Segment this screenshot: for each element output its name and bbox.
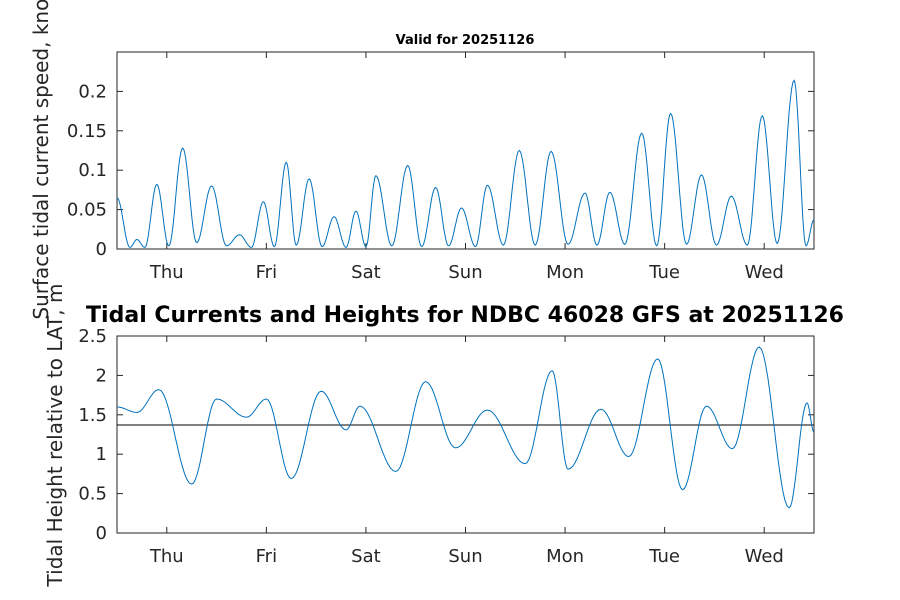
current-speed-y-tick-label: 0.15 [67,121,107,142]
current-speed-y-tick-label: 0 [96,239,107,260]
tidal-height-y-tick-label: 1 [96,444,107,465]
tidal-height-y-tick-label: 2.5 [78,326,107,347]
current-speed-y-tick-label: 0.05 [67,200,107,221]
tidal-height-x-tick-label: Sun [448,546,482,567]
current-speed-y-ticks: 0 0.05 0.1 0.15 0.2 [67,81,814,260]
tidal-height-x-tick-label: Tue [648,546,680,567]
current-speed-x-tick-label: Sun [448,262,482,283]
current-speed-x-tick-label: Fri [256,262,277,283]
current-speed-x-tick-label: Mon [546,262,584,283]
tidal-height-title: Tidal Currents and Heights for NDBC 4602… [86,303,844,328]
tidal-height-y-tick-label: 1.5 [78,405,107,426]
tidal-height-y-label: Tidal Height relative to LAT, m [43,284,67,588]
tidal-height-panel: Tidal Currents and Heights for NDBC 4602… [43,284,844,588]
tidal-height-x-tick-label: Mon [546,546,584,567]
current-speed-panel: Valid for 20251126 0 0.05 0.1 0.15 0.2 Thu Fr… [29,0,815,320]
tidal-height-x-tick-label: Thu [149,546,184,567]
current-speed-line [116,79,815,248]
tidal-height-x-ticks: Thu Fri Sat Sun Mon Tue Wed [149,336,784,567]
tidal-height-y-tick-label: 2 [96,365,107,386]
tidal-height-y-ticks: 0 0.5 1 1.5 2 2.5 [78,326,814,544]
current-speed-x-tick-label: Tue [648,262,680,283]
current-speed-plot-frame [116,51,815,250]
current-speed-y-label: Surface tidal current speed, knots [29,0,53,320]
tidal-height-line [116,346,815,509]
current-speed-title: Valid for 20251126 [396,33,535,48]
current-speed-x-tick-label: Thu [149,262,184,283]
tidal-height-y-tick-label: 0.5 [78,484,107,505]
current-speed-x-tick-label: Sat [351,262,381,283]
tidal-height-x-tick-label: Sat [351,546,381,567]
tidal-height-y-tick-label: 0 [96,523,107,544]
current-speed-y-tick-label: 0.2 [78,81,107,102]
tidal-height-plot-frame [116,335,815,534]
current-speed-x-ticks: Thu Fri Sat Sun Mon Tue Wed [149,52,784,283]
tidal-height-x-tick-label: Fri [256,546,277,567]
current-speed-x-tick-label: Wed [745,262,784,283]
current-speed-y-tick-label: 0.1 [78,160,107,181]
tidal-height-x-tick-label: Wed [745,546,784,567]
